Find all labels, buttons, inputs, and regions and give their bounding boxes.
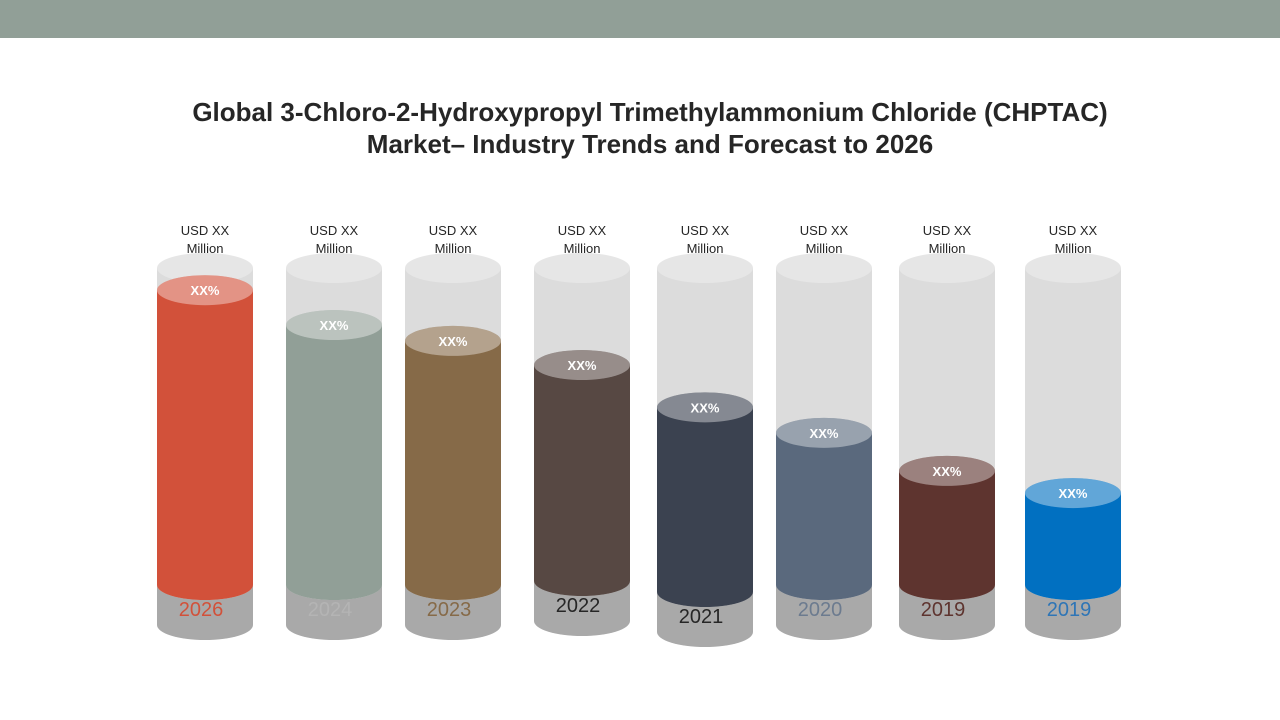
- bar-value-label: Million: [564, 241, 601, 256]
- bar-percent-label: XX%: [810, 426, 839, 441]
- bar-fill-top: [776, 417, 872, 448]
- bar-value-label: Million: [687, 241, 724, 256]
- bar-fill-top-highlight: [657, 392, 753, 423]
- cylinder-top: [657, 253, 753, 283]
- bar-percent-label: XX%: [439, 334, 468, 349]
- bar-fill-top-highlight: [286, 310, 382, 341]
- bar-percent-label: XX%: [1059, 486, 1088, 501]
- x-tick-label: 2019: [1047, 599, 1092, 621]
- bar-value-label: USD XX: [800, 223, 849, 238]
- bar-fill-top: [534, 350, 630, 381]
- x-tick-label: 2024: [308, 599, 353, 621]
- bar-fill-top: [899, 455, 995, 486]
- cylinder-top: [776, 253, 872, 283]
- bar-value-label: Million: [435, 241, 472, 256]
- bar-percent-label: XX%: [691, 400, 720, 415]
- x-tick-label: 2019: [921, 599, 966, 621]
- bar-value-label: USD XX: [558, 223, 607, 238]
- bar-value-label: USD XX: [681, 223, 730, 238]
- bar-fill-top-highlight: [405, 325, 501, 356]
- header-band: [0, 0, 1280, 38]
- bar-value-label: USD XX: [429, 223, 478, 238]
- x-tick-label: 2020: [798, 599, 843, 621]
- bar-value-label: Million: [187, 241, 224, 256]
- chart-title: Global 3-Chloro-2-Hydroxypropyl Trimethy…: [140, 96, 1160, 160]
- bar-fill-top-highlight: [776, 417, 872, 448]
- x-tick-label: 2022: [556, 595, 601, 617]
- bar-value-label: Million: [929, 241, 966, 256]
- bar-percent-label: XX%: [933, 464, 962, 479]
- cylinder-top: [286, 253, 382, 283]
- bar-fill-top: [286, 310, 382, 341]
- cylinder-base: [776, 585, 872, 640]
- chart-title-line-1: Global 3-Chloro-2-Hydroxypropyl Trimethy…: [192, 97, 1108, 127]
- bar-value-label: Million: [316, 241, 353, 256]
- cylinder-top: [405, 253, 501, 283]
- cylinder-base: [286, 585, 382, 640]
- cylinder-base: [534, 581, 630, 636]
- bar-fill-top: [1025, 478, 1121, 509]
- bar-fill-top-highlight: [157, 275, 253, 306]
- bar-fill-top-highlight: [1025, 478, 1121, 509]
- cylinder-top: [534, 253, 630, 283]
- cylinder-base: [405, 585, 501, 640]
- cylinder-top: [899, 253, 995, 283]
- bar-fill: [1025, 493, 1121, 600]
- x-tick-label: 2021: [679, 606, 724, 628]
- cylinder-base: [1025, 585, 1121, 640]
- cylinder-base: [157, 585, 253, 640]
- bar-fill: [157, 290, 253, 600]
- bar-fill: [405, 340, 501, 600]
- bar-value-label: USD XX: [1049, 223, 1098, 238]
- x-tick-label: 2023: [427, 599, 472, 621]
- x-tick-label: 2026: [179, 599, 224, 621]
- bar-fill: [899, 470, 995, 600]
- bar-percent-label: XX%: [320, 318, 349, 333]
- bar-fill: [286, 325, 382, 600]
- bar-fill: [534, 365, 630, 596]
- cylinder-base: [657, 592, 753, 647]
- chart-title-line-2: Market– Industry Trends and Forecast to …: [366, 129, 934, 159]
- cylinder-top: [1025, 253, 1121, 283]
- bar-value-label: Million: [1055, 241, 1092, 256]
- bar-value-label: USD XX: [923, 223, 972, 238]
- bar-fill: [776, 432, 872, 600]
- bar-percent-label: XX%: [568, 358, 597, 373]
- bar-value-label: USD XX: [181, 223, 230, 238]
- bar-value-label: USD XX: [310, 223, 359, 238]
- bar-fill-top: [157, 275, 253, 306]
- bar-value-label: Million: [806, 241, 843, 256]
- cylinder-top: [157, 253, 253, 283]
- bar-percent-label: XX%: [191, 283, 220, 298]
- bar-fill-top: [657, 392, 753, 423]
- bar-fill-top: [405, 325, 501, 356]
- bar-fill-top-highlight: [534, 350, 630, 381]
- cylinder-base: [899, 585, 995, 640]
- bar-fill-top-highlight: [899, 455, 995, 486]
- bar-fill: [657, 407, 753, 607]
